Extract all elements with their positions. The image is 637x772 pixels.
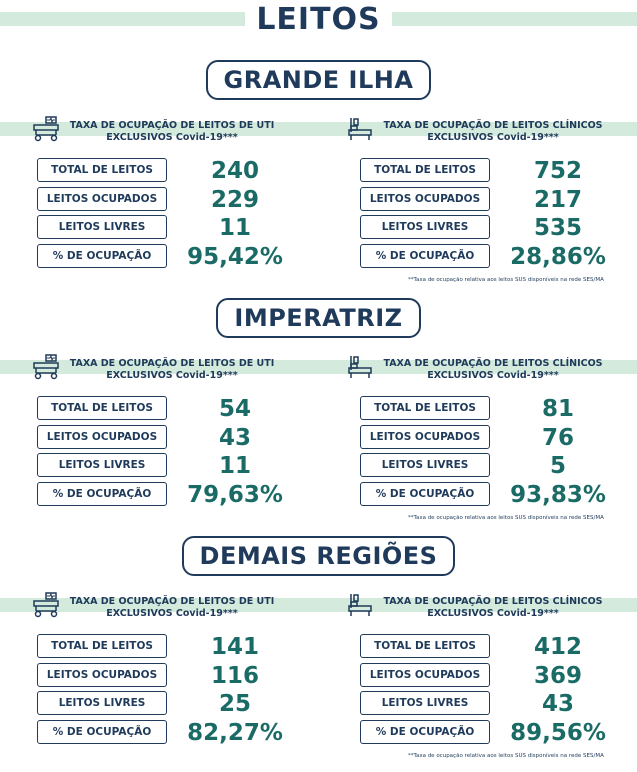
row-value: 369 — [533, 662, 582, 689]
row-value: 25 — [218, 691, 251, 717]
heading-line: TAXA DE OCUPAÇÃO DE LEITOS CLÍNICOS — [383, 120, 603, 131]
row-label: % DE OCUPAÇÃO — [360, 719, 490, 744]
row-value: 240 — [210, 158, 259, 184]
row-value: 5 — [549, 453, 566, 479]
row-label: LEITOS OCUPADOS — [37, 424, 167, 449]
row-value: 81 — [541, 396, 574, 422]
region-title: DEMAIS REGIÕES — [0, 536, 637, 576]
panel-heading: TAXA DE OCUPAÇÃO DE LEITOS DE UTI EXCLUSI… — [62, 120, 282, 144]
bed-icon — [348, 118, 372, 140]
panel-heading: TAXA DE OCUPAÇÃO DE LEITOS CLÍNICOS EXCLU… — [378, 120, 608, 144]
row-label: LEITOS OCUPADOS — [360, 424, 490, 449]
row-label: LEITOS LIVRES — [360, 691, 490, 715]
row-label: LEITOS LIVRES — [360, 453, 490, 477]
panel-heading: TAXA DE OCUPAÇÃO DE LEITOS DE UTI EXCLUSI… — [62, 358, 282, 382]
row-label: % DE OCUPAÇÃO — [37, 243, 167, 268]
row-label: LEITOS OCUPADOS — [37, 186, 167, 211]
heading-line: EXCLUSIVOS Covid-19*** — [427, 132, 559, 143]
row-label: LEITOS OCUPADOS — [360, 186, 490, 211]
footnote: **Taxa de ocupação relativa aos leitos S… — [408, 277, 604, 283]
row-value: 82,27% — [187, 719, 283, 746]
row-label: LEITOS OCUPADOS — [37, 662, 167, 687]
row-label: TOTAL DE LEITOS — [37, 396, 167, 420]
row-value: 79,63% — [187, 481, 283, 508]
row-value: 28,86% — [510, 243, 606, 270]
panel-heading: TAXA DE OCUPAÇÃO DE LEITOS DE UTI EXCLUSI… — [62, 596, 282, 620]
heading-line: TAXA DE OCUPAÇÃO DE LEITOS DE UTI — [69, 120, 275, 131]
row-value: 43 — [541, 691, 574, 717]
footnote: **Taxa de ocupação relativa aos leitos S… — [408, 753, 604, 759]
heading-line: TAXA DE OCUPAÇÃO DE LEITOS CLÍNICOS — [383, 596, 603, 607]
row-value: 93,83% — [510, 481, 606, 508]
row-label: % DE OCUPAÇÃO — [360, 481, 490, 506]
heading-line: EXCLUSIVOS Covid-19*** — [106, 370, 238, 381]
heading-band — [0, 122, 637, 136]
row-label: TOTAL DE LEITOS — [37, 634, 167, 658]
region-name: DEMAIS REGIÕES — [181, 536, 456, 576]
footnote: **Taxa de ocupação relativa aos leitos S… — [408, 515, 604, 521]
region-title: IMPERATRIZ — [0, 298, 637, 338]
heading-line: EXCLUSIVOS Covid-19*** — [427, 370, 559, 381]
row-label: % DE OCUPAÇÃO — [37, 481, 167, 506]
row-value: 95,42% — [187, 243, 283, 270]
heading-band — [0, 598, 637, 612]
heading-line: TAXA DE OCUPAÇÃO DE LEITOS CLÍNICOS — [383, 358, 603, 369]
panel-heading: TAXA DE OCUPAÇÃO DE LEITOS CLÍNICOS EXCLU… — [378, 358, 608, 382]
bed-icon — [33, 116, 59, 142]
title-band — [392, 12, 637, 26]
row-value: 535 — [533, 215, 582, 241]
row-label: LEITOS LIVRES — [37, 215, 167, 239]
heading-line: EXCLUSIVOS Covid-19*** — [106, 132, 238, 143]
row-label: % DE OCUPAÇÃO — [360, 243, 490, 268]
row-value: 412 — [533, 634, 582, 660]
region-name: IMPERATRIZ — [216, 298, 421, 338]
heading-band — [0, 360, 637, 374]
row-value: 229 — [210, 186, 259, 213]
heading-line: TAXA DE OCUPAÇÃO DE LEITOS DE UTI — [69, 596, 275, 607]
page-title: LEITOS — [256, 2, 381, 37]
row-label: % DE OCUPAÇÃO — [37, 719, 167, 744]
panel-heading: TAXA DE OCUPAÇÃO DE LEITOS CLÍNICOS EXCLU… — [378, 596, 608, 620]
row-value: 11 — [218, 453, 251, 479]
row-value: 54 — [218, 396, 251, 422]
row-value: 752 — [533, 158, 582, 184]
bed-icon — [33, 354, 59, 380]
row-label: LEITOS LIVRES — [37, 691, 167, 715]
row-label: TOTAL DE LEITOS — [360, 158, 490, 182]
row-value: 11 — [218, 215, 251, 241]
row-label: TOTAL DE LEITOS — [360, 396, 490, 420]
title-band — [0, 12, 245, 26]
heading-line: EXCLUSIVOS Covid-19*** — [427, 608, 559, 619]
row-value: 116 — [210, 662, 259, 689]
row-value: 89,56% — [510, 719, 606, 746]
region-title: GRANDE ILHA — [0, 60, 637, 100]
bed-icon — [33, 592, 59, 618]
bed-icon — [348, 594, 372, 616]
row-label: LEITOS LIVRES — [37, 453, 167, 477]
row-label: LEITOS LIVRES — [360, 215, 490, 239]
bed-icon — [348, 356, 372, 378]
row-value: 76 — [541, 424, 574, 451]
region-name: GRANDE ILHA — [205, 60, 432, 100]
row-value: 217 — [533, 186, 582, 213]
heading-line: EXCLUSIVOS Covid-19*** — [106, 608, 238, 619]
row-label: TOTAL DE LEITOS — [360, 634, 490, 658]
row-value: 43 — [218, 424, 251, 451]
row-value: 141 — [210, 634, 259, 660]
row-label: LEITOS OCUPADOS — [360, 662, 490, 687]
heading-line: TAXA DE OCUPAÇÃO DE LEITOS DE UTI — [69, 358, 275, 369]
row-label: TOTAL DE LEITOS — [37, 158, 167, 182]
